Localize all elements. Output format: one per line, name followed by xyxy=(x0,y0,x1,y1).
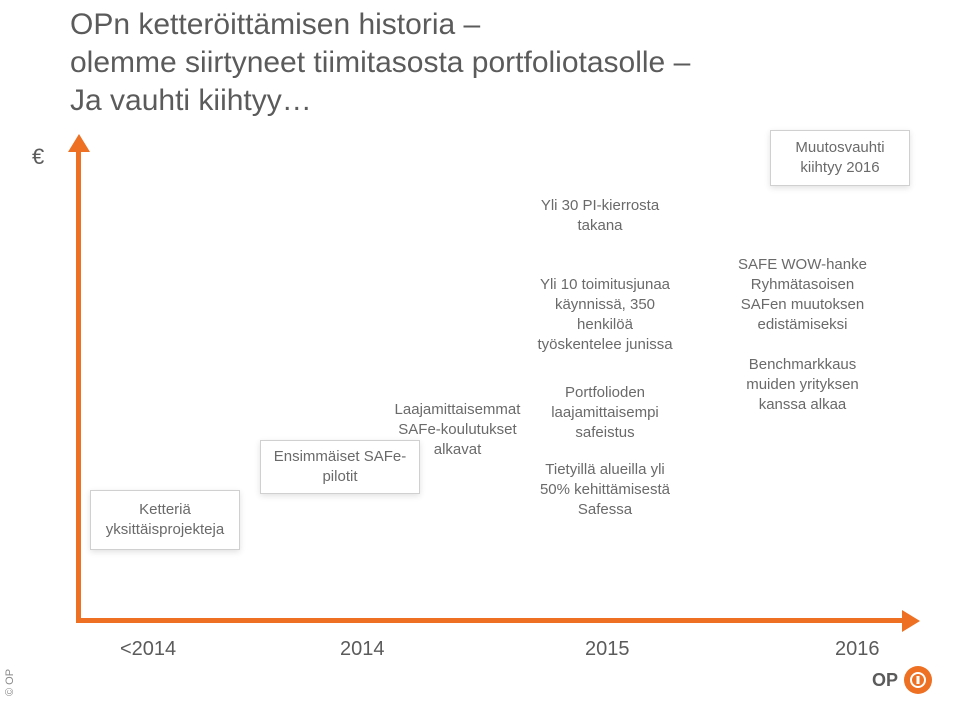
slide-title: OPn ketteröittämisen historia – olemme s… xyxy=(70,6,690,120)
title-line-3: Ja vauhti kiihtyy… xyxy=(70,82,690,120)
tick-2016: 2016 xyxy=(835,638,880,661)
txt-benchmark: Benchmarkkausmuiden yrityksenkanssa alka… xyxy=(725,355,880,415)
box-muutosvauhti: Muutosvauhtikiihtyy 2016 xyxy=(770,130,910,186)
txt-yli10: Yli 10 toimitusjunaakäynnissä, 350henkil… xyxy=(520,275,690,355)
x-axis-arrow xyxy=(902,610,920,632)
tick-2014: 2014 xyxy=(340,638,385,661)
footer-logo: OP xyxy=(872,666,932,694)
title-line-1: OPn ketteröittämisen historia – xyxy=(70,6,690,44)
logo-text: OP xyxy=(872,670,898,691)
txt-tietyilla: Tietyillä alueilla yli50% kehittämisestä… xyxy=(525,460,685,520)
tick-2015: 2015 xyxy=(585,638,630,661)
footer-copyright: © OP xyxy=(4,669,16,696)
y-axis-line xyxy=(76,148,81,620)
tick-2014-pre: <2014 xyxy=(120,638,176,661)
slide-root: OPn ketteröittämisen historia – olemme s… xyxy=(0,0,960,706)
logo-circle-icon xyxy=(904,666,932,694)
title-line-2: olemme siirtyneet tiimitasosta portfolio… xyxy=(70,44,690,82)
txt-laajamittaisemmat: LaajamittaisemmatSAFe-koulutuksetalkavat xyxy=(380,400,535,460)
y-axis-label: € xyxy=(32,144,44,170)
box-ketteria: Ketteriäyksittäisprojekteja xyxy=(90,490,240,550)
txt-yli30: Yli 30 PI-kierrostatakana xyxy=(520,196,680,236)
txt-portfolioden: Portfoliodenlaajamittaisempisafeistus xyxy=(530,383,680,443)
txt-safewow: SAFE WOW-hankeRyhmätasoisenSAFen muutoks… xyxy=(720,255,885,335)
x-axis-line xyxy=(76,618,906,623)
y-axis-arrow xyxy=(68,134,90,152)
logo-glyph-icon xyxy=(910,672,926,688)
